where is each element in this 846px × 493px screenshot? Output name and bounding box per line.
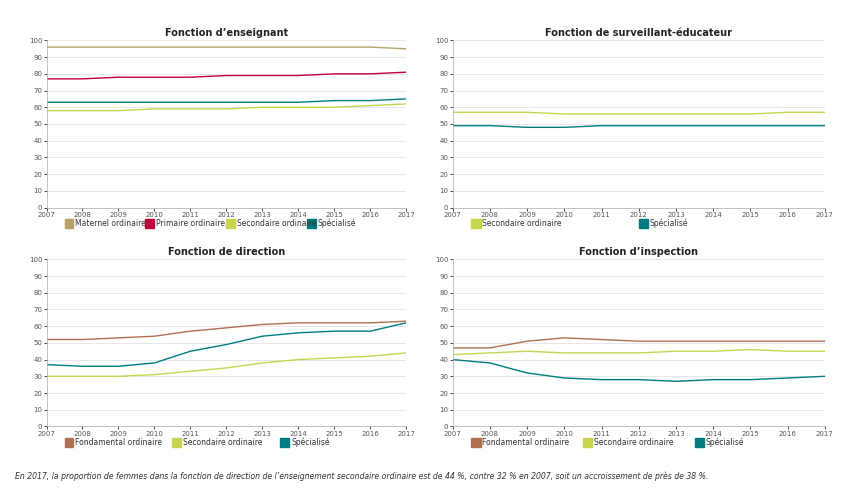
Bar (583, 438, 592, 447)
Title: Fonction de direction: Fonction de direction (168, 247, 285, 257)
Text: 22.2  Évolution de la représentation du personnel féminin (en ETP) dans les prin: 22.2 Évolution de la représentation du p… (7, 12, 565, 23)
Text: Fondamental ordinaire: Fondamental ordinaire (75, 438, 162, 447)
Bar (280, 438, 289, 447)
Bar (64, 438, 74, 447)
Bar (695, 438, 704, 447)
Text: En 2017, la proportion de femmes dans la fonction de direction de l’enseignement: En 2017, la proportion de femmes dans la… (15, 472, 709, 482)
Bar (307, 219, 316, 228)
Text: Secondaire ordinaire: Secondaire ordinaire (237, 219, 316, 228)
Bar (639, 219, 648, 228)
Text: Spécialisé: Spécialisé (650, 219, 689, 228)
Title: Fonction d’enseignant: Fonction d’enseignant (165, 28, 288, 38)
Text: Secondaire ordinaire: Secondaire ordinaire (183, 438, 262, 447)
Title: Fonction d’inspection: Fonction d’inspection (580, 247, 698, 257)
Bar (471, 438, 481, 447)
Text: Spécialisé: Spécialisé (706, 438, 744, 447)
Text: Secondaire ordinaire: Secondaire ordinaire (594, 438, 673, 447)
Bar (471, 219, 481, 228)
Bar (226, 219, 235, 228)
Bar (173, 438, 181, 447)
Text: Fondamental ordinaire: Fondamental ordinaire (482, 438, 569, 447)
Text: Spécialisé: Spécialisé (318, 219, 356, 228)
Title: Fonction de surveillant-éducateur: Fonction de surveillant-éducateur (545, 28, 733, 38)
Text: Secondaire ordinaire: Secondaire ordinaire (482, 219, 562, 228)
Text: Primaire ordinaire: Primaire ordinaire (157, 219, 225, 228)
Bar (146, 219, 154, 228)
Text: Spécialisé: Spécialisé (291, 438, 330, 447)
Text: Maternel ordinaire: Maternel ordinaire (75, 219, 146, 228)
Bar (64, 219, 74, 228)
